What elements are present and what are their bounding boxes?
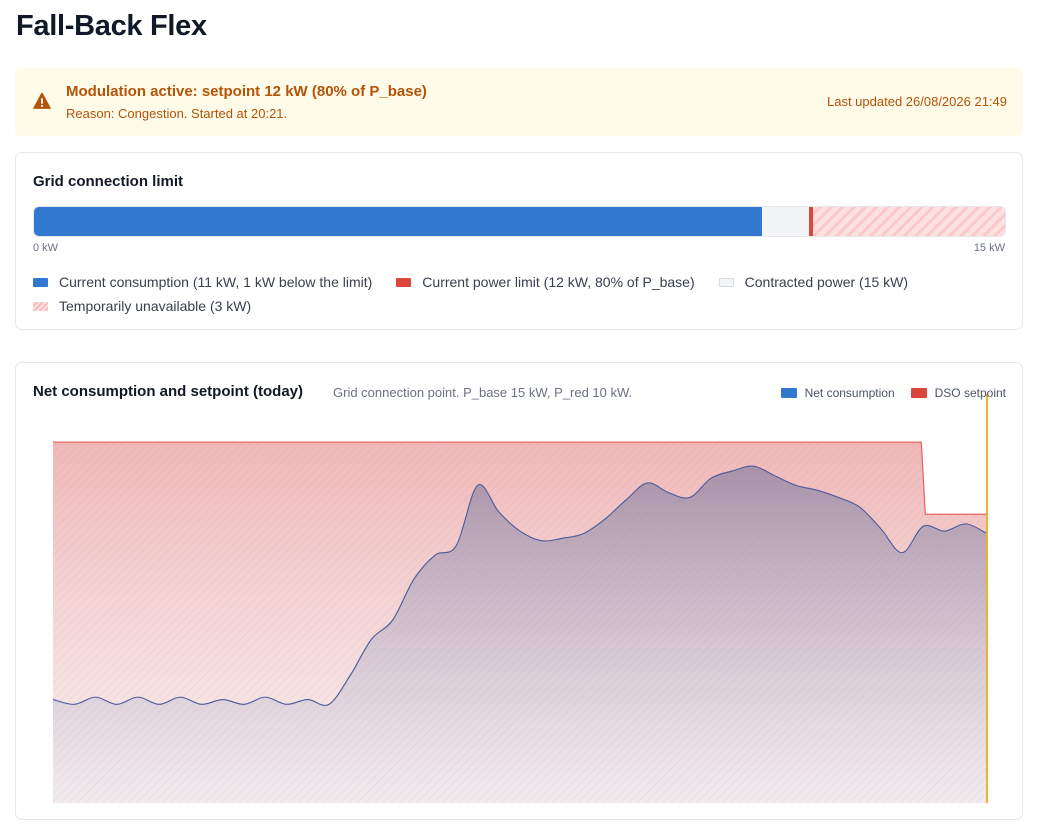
legend-unavailable: Temporarily unavailable (3 kW) [33,298,251,314]
limit-swatch [396,277,412,287]
unavailable-segment [810,207,1005,236]
legend-limit-label: Current power limit (12 kW, 80% of P_bas… [422,274,695,290]
chart-title: Net consumption and setpoint (today) [33,383,303,400]
hatch-overlay [53,442,987,803]
chart-legend: Net consumption DSO setpoint [765,386,1006,400]
chart-legend-setpoint: DSO setpoint [910,386,1006,400]
chart-legend-setpoint-label: DSO setpoint [934,386,1006,400]
chart-legend-net: Net consumption [780,386,895,400]
chart-subtitle: Grid connection point. P_base 15 kW, P_r… [333,385,633,400]
legend-contracted: Contracted power (15 kW) [718,274,909,290]
last-updated: Last updated 26/08/2026 21:49 [827,94,1007,109]
contracted-swatch [718,277,734,287]
setpoint-swatch [910,388,927,398]
legend-unavailable-label: Temporarily unavailable (3 kW) [59,298,252,314]
consumption-swatch [33,277,48,287]
legend-consumption-label: Current consumption (11 kW, 1 kW below t… [59,274,373,290]
grid-limit-bar [33,206,1006,237]
legend-contracted-label: Contracted power (15 kW) [744,274,909,290]
grid-limit-title: Grid connection limit [33,173,184,190]
consumption-chart [52,394,988,803]
consumption-segment [34,207,763,236]
bar-max-label: 15 kW [973,242,1005,254]
alert-reason: Reason: Congestion. Started at 20:21. [66,106,288,121]
power-limit-marker [808,207,813,236]
warning-icon [33,92,51,109]
grid-limit-legend: Current consumption (11 kW, 1 kW below t… [33,270,1003,318]
alert-title: Modulation active: setpoint 12 kW (80% o… [66,83,427,100]
consumption-chart-card: Net consumption and setpoint (today) Gri… [15,362,1023,820]
page-title: Fall-Back Flex [16,10,207,42]
setpoint-line [53,441,987,515]
grid-limit-card: Grid connection limit 0 kW 15 kW Current… [15,152,1023,330]
net-consumption-line [52,465,988,706]
net-swatch [780,388,797,398]
legend-limit: Current power limit (12 kW, 80% of P_bas… [396,274,695,290]
chart-legend-net-label: Net consumption [804,386,895,400]
modulation-alert: Modulation active: setpoint 12 kW (80% o… [15,68,1023,136]
unavailable-swatch [33,301,48,311]
legend-consumption: Current consumption (11 kW, 1 kW below t… [33,274,372,290]
bar-min-label: 0 kW [33,242,59,254]
